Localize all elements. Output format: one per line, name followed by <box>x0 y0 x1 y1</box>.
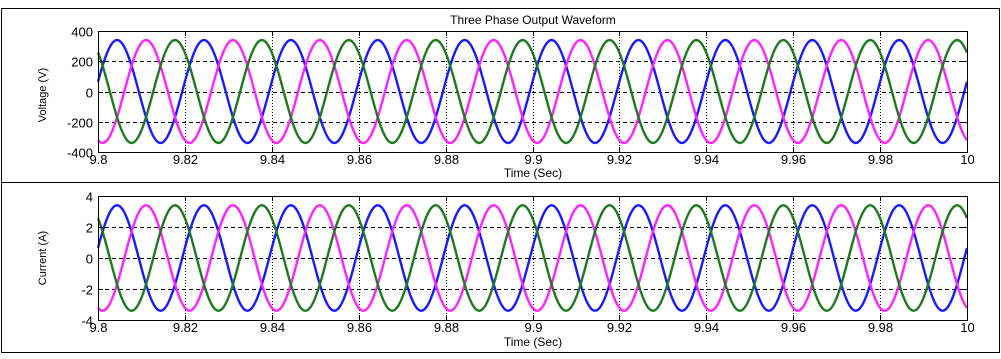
current-series-line-2 <box>97 204 968 312</box>
current-x-tick-label: 10 <box>960 320 974 335</box>
current-x-tick-label: 9.94 <box>694 320 719 335</box>
current-y-tick-label: 0 <box>86 252 93 267</box>
voltage-x-tick-label: 9.94 <box>694 152 719 167</box>
current-y-tick-label: -4 <box>81 314 93 329</box>
voltage-series-line-3 <box>96 38 969 145</box>
voltage-x-tick-label: 9.98 <box>868 152 893 167</box>
voltage-x-tick-label: 9.96 <box>781 152 806 167</box>
voltage-x-tick-label: 9.9 <box>524 152 542 167</box>
voltage-x-tick-label: 9.82 <box>173 152 198 167</box>
current-y-tick-label: -2 <box>81 283 93 298</box>
current-x-tick-label: 9.92 <box>607 320 632 335</box>
voltage-panel: Three Phase Output Waveform Time (Sec) V… <box>37 13 975 180</box>
current-series-line-3 <box>96 204 969 312</box>
current-x-tick-label: 9.9 <box>524 320 542 335</box>
voltage-plot-area <box>98 31 967 152</box>
current-y-axis-label: Current (A) <box>37 231 49 285</box>
current-y-tick-label: 4 <box>86 190 93 205</box>
voltage-x-axis-label: Time (Sec) <box>504 166 562 180</box>
voltage-x-tick-label: 9.92 <box>607 152 632 167</box>
current-x-tick-label: 9.88 <box>434 320 459 335</box>
current-x-tick-label: 9.8 <box>89 320 107 335</box>
current-y-tick-label: 2 <box>86 221 93 236</box>
current-x-tick-label: 9.86 <box>347 320 372 335</box>
current-x-tick-label: 9.82 <box>173 320 198 335</box>
voltage-y-tick-label: 200 <box>71 55 93 70</box>
voltage-y-axis-label: Voltage (V) <box>37 68 49 122</box>
voltage-x-tick-label: 9.88 <box>434 152 459 167</box>
voltage-x-tick-label: 9.84 <box>260 152 285 167</box>
voltage-y-tick-label: 400 <box>71 25 93 40</box>
current-panel: Time (Sec) Current (A) 9.8 9.82 9.84 9.86 9.… <box>37 190 975 350</box>
current-x-axis-label: Time (Sec) <box>504 335 562 349</box>
voltage-x-tick-label: 9.86 <box>347 152 372 167</box>
figure-frame <box>1 8 1000 353</box>
voltage-y-tick-label: 0 <box>86 86 93 101</box>
voltage-x-tick-label: 10 <box>960 152 974 167</box>
voltage-series-line-2 <box>97 38 968 145</box>
voltage-series-line-1 <box>96 38 969 145</box>
current-series-line-1 <box>96 204 969 312</box>
voltage-y-tick-label: -200 <box>67 116 93 131</box>
current-x-tick-label: 9.96 <box>781 320 806 335</box>
current-x-tick-label: 9.84 <box>260 320 285 335</box>
voltage-y-tick-label: -400 <box>67 146 93 161</box>
current-x-tick-label: 9.98 <box>868 320 893 335</box>
voltage-chart-title: Three Phase Output Waveform <box>450 13 616 27</box>
voltage-x-tick-label: 9.8 <box>89 152 107 167</box>
